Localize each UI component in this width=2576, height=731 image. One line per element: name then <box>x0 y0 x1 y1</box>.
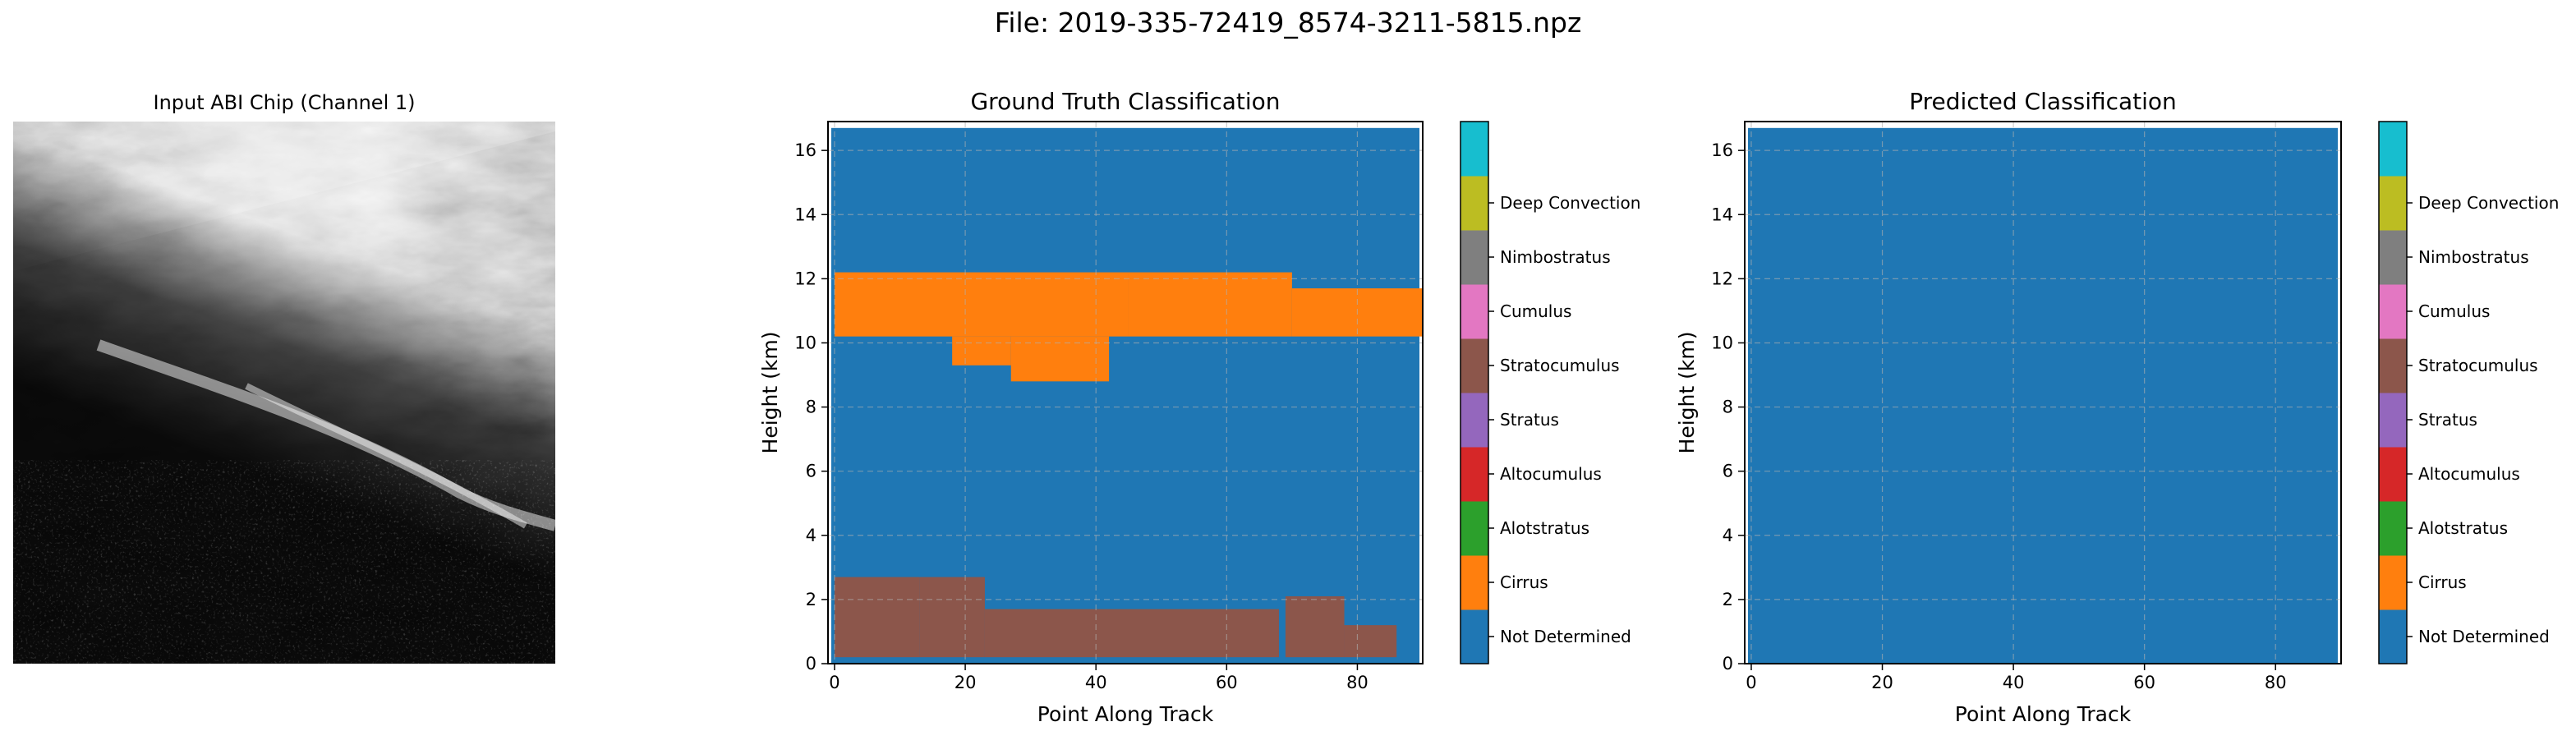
gt-xtick-label-80: 80 <box>1346 673 1368 692</box>
gt-chart: 0 20 40 60 80 0 2 4 6 8 10 12 14 16 Ground Truth Class… <box>758 88 1640 726</box>
pred-legend-altocumulus: Altocumulus <box>2418 464 2520 484</box>
gt-xlabel: Point Along Track <box>1037 702 1214 726</box>
gt-colorbar-frame <box>1460 121 1489 664</box>
pred-legend-deep-convection: Deep Convection <box>2418 193 2559 213</box>
pred-chart: 0 20 40 60 80 0 2 4 6 8 10 12 14 16 Predicted Classifi… <box>1675 88 2559 726</box>
pred-colorbar-band-0 <box>2379 609 2407 664</box>
gt-xtick-label-0: 0 <box>829 673 840 692</box>
pred-xlabel: Point Along Track <box>1955 702 2132 726</box>
input-panel-title: Input ABI Chip (Channel 1) <box>153 91 415 114</box>
gt-region-stratocumulus-9 <box>1344 625 1397 658</box>
pred-chart-title: Predicted Classification <box>1909 88 2177 115</box>
pred-colorbar-frame <box>2378 121 2408 664</box>
pred-ytick-label-4: 4 <box>1723 526 1733 545</box>
pred-ytick-label-12: 12 <box>1711 269 1733 288</box>
gt-axes-frame <box>827 121 1424 664</box>
pred-colorbar-band-4 <box>2379 393 2407 448</box>
pred-colorbar-band-8 <box>2379 176 2407 231</box>
gt-colorbar-band-7 <box>1460 230 1488 285</box>
gt-colorbar-band-5 <box>1460 338 1488 393</box>
gt-legend-cirrus: Cirrus <box>1500 572 1548 592</box>
pred-colorbar: Not Determined Cirrus Alotstratus Altocumul… <box>2378 121 2559 664</box>
gt-ytick-label-4: 4 <box>806 526 816 545</box>
pred-xtick-label-80: 80 <box>2265 673 2287 692</box>
gt-xtick-label-40: 40 <box>1085 673 1107 692</box>
gt-legend-stratus: Stratus <box>1500 410 1559 430</box>
gt-legend-nimbostratus: Nimbostratus <box>1500 247 1611 267</box>
pred-xtick-label-60: 60 <box>2133 673 2155 692</box>
pred-ytick-label-8: 8 <box>1723 398 1733 417</box>
gt-ytick-label-2: 2 <box>806 590 816 609</box>
pred-colorbar-band-3 <box>2379 447 2407 502</box>
gt-region-stratocumulus-5 <box>834 577 920 658</box>
gt-legend-altocumulus: Altocumulus <box>1500 464 1602 484</box>
gt-colorbar-band-3 <box>1460 447 1488 502</box>
gt-region-stratocumulus-8 <box>1285 595 1345 658</box>
gt-ytick-label-10: 10 <box>794 333 816 352</box>
figure-title: File: 2019-335-72419_8574-3211-5815.npz <box>994 7 1582 39</box>
gt-xtick-label-60: 60 <box>1216 673 1238 692</box>
gt-colorbar-band-9 <box>1460 122 1488 177</box>
gt-region-stratocumulus-7 <box>984 609 1279 658</box>
gt-legend-stratocumulus: Stratocumulus <box>1500 356 1620 375</box>
gt-legend-alotstratus: Alotstratus <box>1500 518 1589 538</box>
pred-colorbar-band-7 <box>2379 230 2407 285</box>
gt-region-stratocumulus-6 <box>919 577 985 658</box>
pred-ytick-label-0: 0 <box>1723 654 1733 674</box>
pred-legend-stratus: Stratus <box>2418 410 2477 430</box>
pred-ytick-label-16: 16 <box>1711 140 1733 160</box>
pred-xtick-label-40: 40 <box>2003 673 2025 692</box>
pred-legend-stratocumulus: Stratocumulus <box>2418 356 2538 375</box>
pred-legend-cumulus: Cumulus <box>2418 301 2490 321</box>
pred-xtick-label-20: 20 <box>1871 673 1893 692</box>
pred-colorbar-band-2 <box>2379 501 2407 556</box>
gt-colorbar-band-4 <box>1460 393 1488 448</box>
pred-ylabel: Height (km) <box>1675 332 1699 454</box>
gt-colorbar-band-6 <box>1460 284 1488 339</box>
gt-colorbar-band-1 <box>1460 555 1488 610</box>
pred-legend-cirrus: Cirrus <box>2418 572 2467 592</box>
gt-colorbar-band-0 <box>1460 609 1488 664</box>
gt-ytick-label-0: 0 <box>806 654 816 674</box>
gt-colorbar: Not Determined Cirrus Alotstratus Altocumul… <box>1460 121 1640 664</box>
gt-ytick-label-16: 16 <box>794 140 816 160</box>
gt-colorbar-band-2 <box>1460 501 1488 556</box>
pred-colorbar-band-9 <box>2379 122 2407 177</box>
pred-colorbar-band-6 <box>2379 284 2407 339</box>
pred-colorbar-band-1 <box>2379 555 2407 610</box>
gt-region-cirrus-3 <box>1128 272 1292 337</box>
gt-xtick-label-20: 20 <box>954 673 977 692</box>
gt-chart-title: Ground Truth Classification <box>970 88 1280 115</box>
gt-ytick-label-14: 14 <box>794 205 816 224</box>
pred-ytick-label-10: 10 <box>1711 333 1733 352</box>
gt-legend-cumulus: Cumulus <box>1500 301 1571 321</box>
gt-legend-not-determined: Not Determined <box>1500 627 1631 646</box>
pred-axes-frame <box>1744 121 2342 664</box>
gt-colorbar-band-8 <box>1460 176 1488 231</box>
pred-legend-nimbostratus: Nimbostratus <box>2418 247 2529 267</box>
abi-chip-image <box>13 122 555 664</box>
pred-legend-not-determined: Not Determined <box>2418 627 2550 646</box>
pred-ytick-label-14: 14 <box>1711 205 1733 224</box>
gt-ylabel: Height (km) <box>758 332 782 454</box>
pred-ytick-label-6: 6 <box>1723 462 1733 481</box>
pred-background-region <box>1747 127 2339 664</box>
gt-ytick-label-8: 8 <box>806 398 816 417</box>
gt-legend-deep-convection: Deep Convection <box>1500 193 1640 213</box>
gt-region-cirrus-0 <box>834 272 1129 337</box>
pred-colorbar-band-5 <box>2379 338 2407 393</box>
gt-ytick-label-12: 12 <box>794 269 816 288</box>
gt-region-cirrus-1 <box>952 336 1011 366</box>
gt-background-region <box>830 127 1420 664</box>
gt-region-cirrus-2 <box>1010 336 1110 382</box>
gt-ytick-label-6: 6 <box>806 462 816 481</box>
pred-legend-alotstratus: Alotstratus <box>2418 518 2508 538</box>
pred-xtick-label-0: 0 <box>1746 673 1756 692</box>
pred-ytick-label-2: 2 <box>1723 590 1733 609</box>
